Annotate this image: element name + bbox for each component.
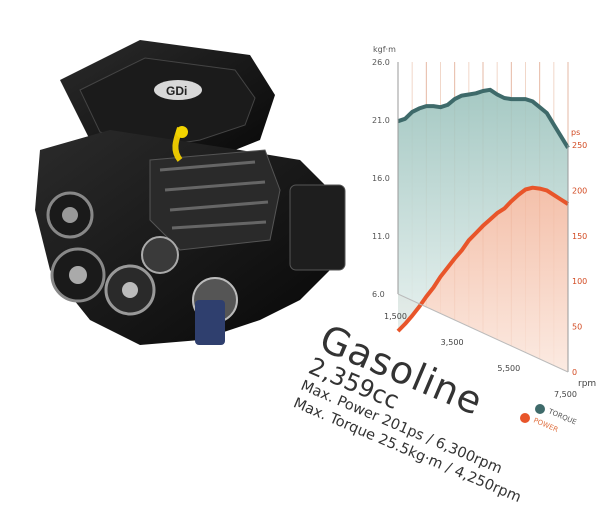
x-tick-label: 3,500 <box>441 338 464 347</box>
x-axis-unit: rpm <box>578 379 596 389</box>
left-tick-label: 26.0 <box>372 58 390 67</box>
x-tick-label: 5,500 <box>497 364 520 373</box>
right-tick-label: 150 <box>572 232 587 241</box>
left-axis-ticks: 6.0 11.0 16.0 21.0 26.0 <box>372 58 390 299</box>
left-axis-unit: kgf·m <box>373 45 396 54</box>
right-tick-label: 200 <box>572 186 587 195</box>
left-tick-label: 16.0 <box>372 174 390 183</box>
torque-line <box>397 87 570 149</box>
left-tick-label: 11.0 <box>372 232 390 241</box>
right-tick-label: 100 <box>572 277 587 286</box>
x-axis-ticks: 1,500 3,500 5,500 7,500 <box>384 312 577 399</box>
performance-chart: kgf·m ps rpm 6.0 11.0 16.0 21.0 26.0 0 50 100 1… <box>372 45 596 434</box>
right-tick-label: 0 <box>572 368 577 377</box>
left-tick-label: 6.0 <box>372 290 385 299</box>
power-legend-dot <box>520 413 530 423</box>
left-tick-label: 21.0 <box>372 116 390 125</box>
gdi-badge <box>154 80 202 100</box>
right-tick-label: 250 <box>572 141 587 150</box>
torque-legend-dot <box>535 404 545 414</box>
x-tick-label: 1,500 <box>384 312 407 321</box>
x-axis-line <box>397 293 569 373</box>
right-tick-label: 50 <box>572 323 582 332</box>
gdi-badge-text: GDi <box>166 84 187 98</box>
x-tick-label: 7,500 <box>554 390 577 399</box>
torque-area <box>398 89 568 332</box>
power-line <box>396 185 570 333</box>
right-axis-unit: ps <box>571 128 580 137</box>
right-axis-ticks: 0 50 100 150 200 250 <box>572 141 587 377</box>
engine-image: GDi <box>35 40 346 345</box>
power-area <box>398 187 568 372</box>
